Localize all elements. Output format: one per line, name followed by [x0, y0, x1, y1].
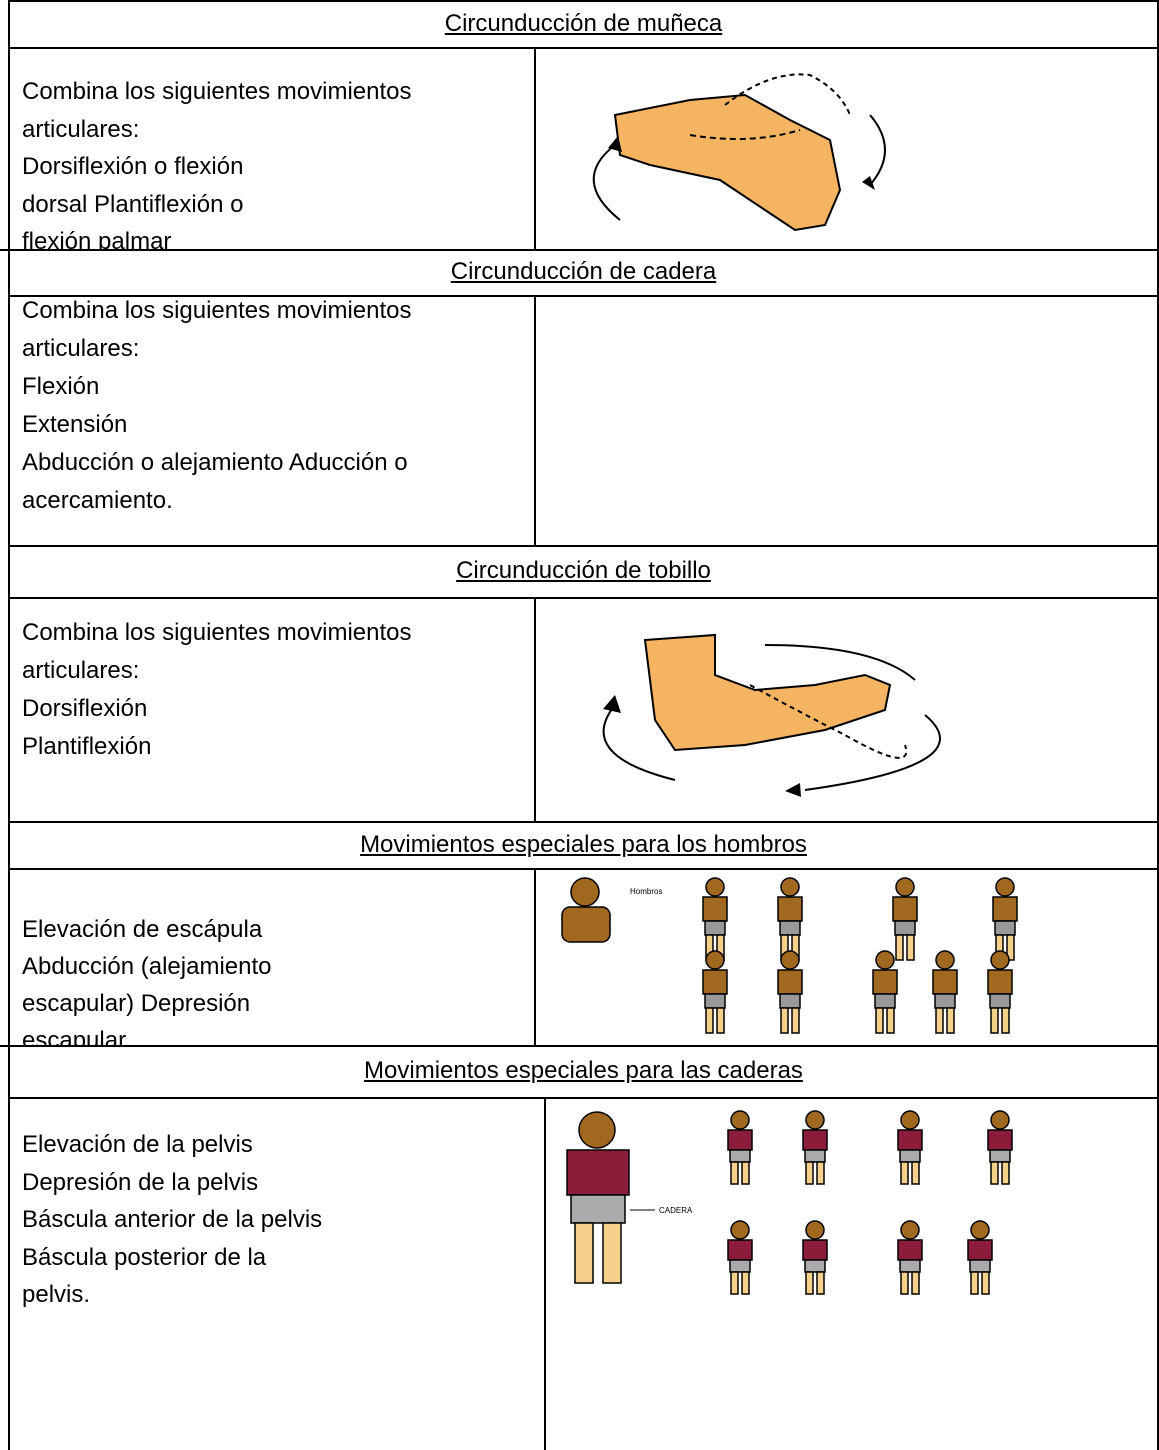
rule	[534, 295, 536, 545]
text-line: Combina los siguientes movimientos	[22, 78, 412, 105]
label: CADERA	[659, 1206, 693, 1215]
text-line: pelvis.	[22, 1281, 91, 1308]
section-text: Combina los siguientes movimientos articu…	[22, 597, 527, 821]
text-line: Extensión	[22, 411, 128, 438]
section-text: Elevación de la pelvis Depresión de la pe…	[22, 1097, 537, 1450]
rule	[8, 295, 1159, 297]
text-line: Dorsiflexión o flexión	[22, 153, 244, 180]
text-line: articulares:	[22, 115, 140, 143]
section-text: Combina los siguientes movimientos articu…	[22, 48, 527, 249]
text-line: articulares:	[22, 335, 140, 362]
rule	[8, 0, 10, 1450]
rule	[8, 868, 1159, 870]
shoulder-illustration: Hombros	[561, 877, 1018, 1034]
section-title: Circunducción de muñeca	[444, 10, 723, 37]
rule	[8, 47, 1159, 49]
text-line: Báscula anterior de la pelvis	[22, 1206, 323, 1233]
rule	[0, 249, 1159, 251]
text-line: Báscula posterior de la	[22, 1243, 267, 1271]
section-title: Movimientos especiales para las caderas	[364, 1057, 803, 1084]
text-line: escapular) Depresión	[22, 990, 251, 1017]
text-line: Flexión	[22, 373, 100, 400]
section-text: Elevación de escápula Abducción (alejamie…	[22, 868, 527, 1045]
text-line: Elevación de escápula	[22, 916, 263, 943]
text-line: dorsal Plantiflexión o	[22, 190, 244, 218]
text-line: Depresión de la pelvis	[22, 1168, 259, 1196]
ankle-illustration	[602, 633, 941, 797]
rule	[544, 1097, 546, 1450]
text-line: articulares:	[22, 657, 140, 684]
rule	[1157, 0, 1159, 1450]
rule	[534, 597, 536, 821]
section-title: Circunducción de tobillo	[456, 557, 711, 584]
label: Hombros	[630, 887, 662, 896]
section-text: Combina los siguientes movimientos articu…	[22, 292, 527, 544]
rule	[8, 1097, 1159, 1099]
rule	[8, 0, 1159, 2]
text-line: escapular	[22, 1027, 127, 1045]
rule	[8, 821, 1159, 823]
wrist-illustration	[592, 73, 886, 232]
text-line: Combina los siguientes movimientos	[22, 619, 412, 646]
text-line: Dorsiflexión	[22, 695, 148, 722]
rule	[8, 545, 1159, 547]
text-line: Plantiflexión	[22, 733, 152, 760]
section-title: Circunducción de cadera	[450, 258, 717, 285]
hip-illustration: CADERA	[566, 1110, 1013, 1295]
rule	[0, 1045, 1159, 1047]
text-line: flexión palmar	[22, 228, 172, 249]
text-line: Elevación de la pelvis	[22, 1131, 253, 1158]
rule	[8, 597, 1159, 599]
section-title: Movimientos especiales para los hombros	[360, 831, 807, 858]
rule	[534, 868, 536, 1045]
text-line: Abducción (alejamiento	[22, 953, 272, 980]
text-line: Abducción o alejamiento Aducción o	[22, 449, 408, 476]
text-line: acercamiento.	[22, 487, 173, 514]
text-line: Combina los siguientes movimientos	[22, 297, 412, 324]
rule	[534, 47, 536, 249]
